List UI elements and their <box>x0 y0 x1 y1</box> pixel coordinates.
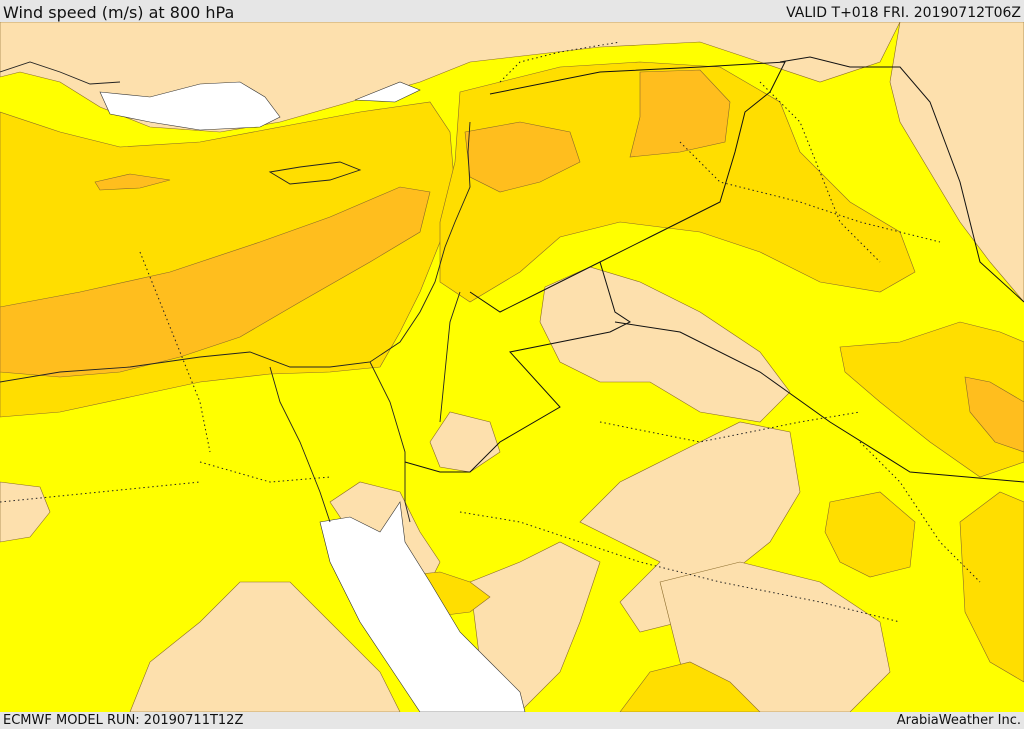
wind-band-gold-syria-iraq <box>439 61 916 303</box>
wind-band-gold-south <box>619 661 761 712</box>
wind-band-light-center <box>539 266 791 423</box>
wind-band-gold-arabia-east <box>824 491 916 578</box>
valid-time-label: VALID T+018 FRI. 20190712T06Z <box>786 5 1021 21</box>
wind-band-gold-gulf <box>839 321 1024 478</box>
wind-band-light-west <box>0 481 51 543</box>
wind-band-light-northeast <box>889 22 1024 303</box>
credit-label: ArabiaWeather Inc. <box>896 713 1021 728</box>
wind-band-gold-southeast <box>959 491 1024 683</box>
red-sea-unfilled <box>319 501 526 712</box>
map-title: Wind speed (m/s) at 800 hPa <box>3 3 235 22</box>
wind-band-light-arabia <box>579 421 801 633</box>
header-bar: Wind speed (m/s) at 800 hPa VALID T+018 … <box>0 0 1024 22</box>
country-borders <box>0 41 981 623</box>
wind-band-orange-iraq <box>629 69 731 158</box>
wind-band-orange-gulf <box>964 376 1024 453</box>
model-run-label: ECMWF MODEL RUN: 20190711T12Z <box>3 713 244 728</box>
wind-speed-map <box>0 22 1024 712</box>
footer-bar: ECMWF MODEL RUN: 20190711T12Z ArabiaWeat… <box>0 712 1024 729</box>
sea-black-unfilled <box>354 81 421 103</box>
sea-aegean-unfilled <box>99 81 281 131</box>
map-canvas <box>0 22 1024 712</box>
wind-band-light-egypt <box>129 581 401 712</box>
coastlines <box>0 61 471 523</box>
wind-band-orange-syria <box>464 121 581 193</box>
solid-borders <box>404 56 1024 483</box>
wind-band-light-jordan <box>429 411 501 473</box>
wind-band-orange-cyprus <box>94 173 171 191</box>
wind-band-orange-mediterranean <box>0 186 431 378</box>
